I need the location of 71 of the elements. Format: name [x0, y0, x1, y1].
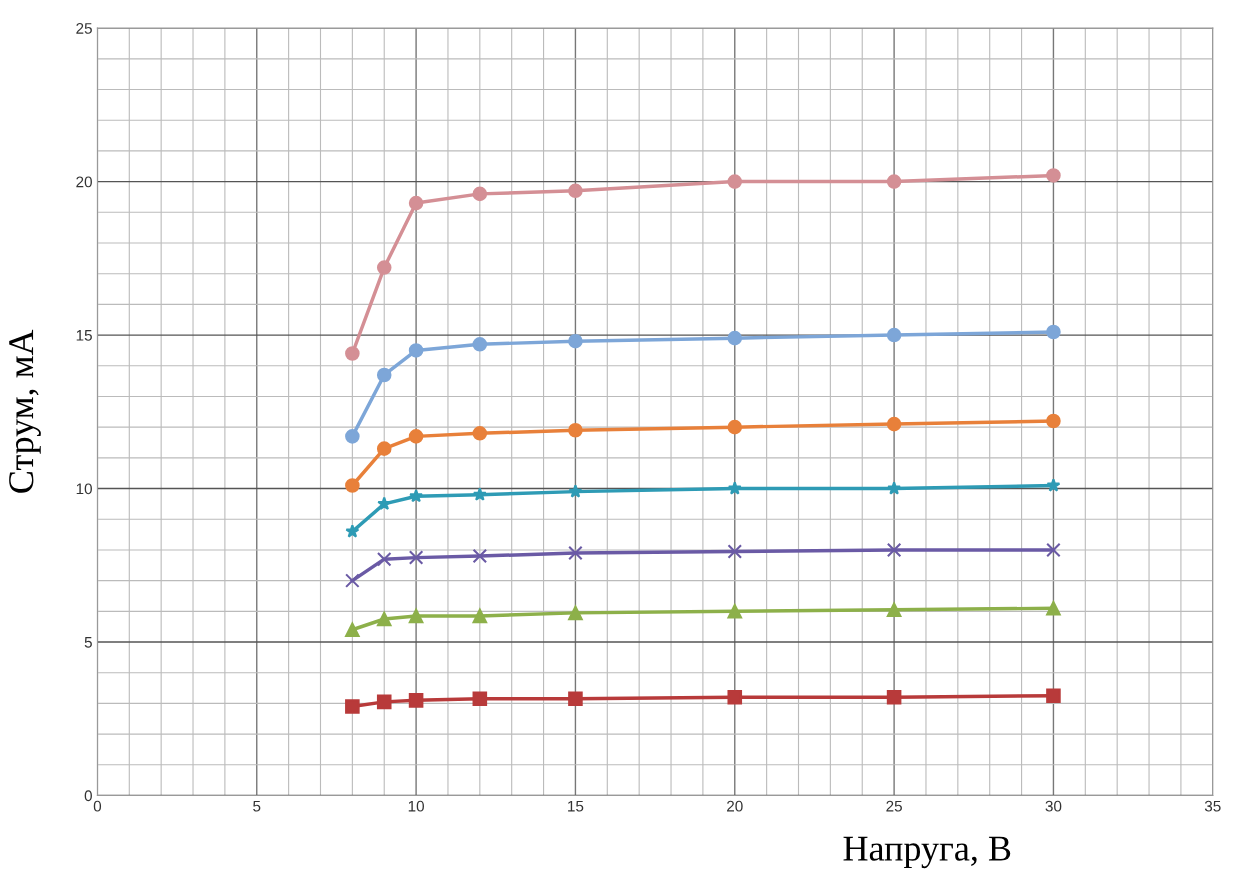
- point: [472, 426, 488, 441]
- point: [376, 611, 392, 627]
- point: [727, 604, 743, 619]
- point: [408, 608, 424, 624]
- x-tick-label: 0: [93, 800, 102, 812]
- point: [472, 336, 488, 352]
- point: [727, 174, 743, 189]
- point: [568, 545, 583, 561]
- point: [568, 333, 583, 349]
- y-tick-label: 5: [84, 637, 92, 648]
- x-tick-label: 30: [1045, 800, 1062, 812]
- point: [408, 550, 424, 565]
- point: [886, 602, 902, 618]
- point: [345, 429, 360, 444]
- point: [409, 488, 424, 503]
- point: [886, 542, 902, 558]
- point: [1046, 324, 1061, 340]
- point: [1046, 168, 1061, 183]
- x-axis-title: Напруга, В: [843, 836, 1011, 869]
- point: [568, 183, 583, 199]
- point: [345, 699, 360, 714]
- point: [376, 551, 392, 567]
- point: [886, 689, 902, 705]
- point: [408, 429, 424, 444]
- y-tick-label: 20: [76, 176, 92, 188]
- point: [1046, 478, 1061, 492]
- point: [568, 422, 583, 438]
- point: [727, 419, 743, 435]
- point: [345, 346, 360, 361]
- point: [1046, 688, 1061, 704]
- point: [1046, 413, 1061, 429]
- point: [376, 441, 392, 456]
- point: [568, 605, 583, 621]
- point: [727, 481, 742, 495]
- x-tick-label: 20: [727, 800, 743, 812]
- point: [345, 622, 360, 638]
- point: [887, 481, 902, 495]
- point: [472, 608, 488, 624]
- x-tick-label: 35: [1204, 800, 1221, 812]
- point: [408, 343, 424, 358]
- x-tick-label: 10: [408, 800, 424, 812]
- point: [408, 195, 424, 211]
- point: [886, 174, 902, 189]
- point: [727, 330, 743, 346]
- y-tick-label: 10: [76, 483, 92, 495]
- point: [727, 689, 743, 705]
- point: [345, 524, 360, 538]
- point: [727, 544, 743, 559]
- y-axis-title: Струм, мА: [9, 329, 41, 493]
- point: [472, 691, 488, 707]
- point: [376, 694, 392, 710]
- point: [472, 487, 487, 501]
- point: [376, 260, 392, 275]
- y-tick-label: 0: [84, 790, 92, 802]
- point: [886, 327, 902, 343]
- point: [568, 484, 583, 498]
- x-tick-label: 15: [568, 800, 584, 812]
- point: [568, 691, 583, 707]
- y-tick-label: 25: [76, 23, 92, 34]
- x-tick-label: 25: [886, 800, 902, 812]
- point: [1046, 542, 1061, 558]
- point: [376, 367, 392, 383]
- y-tick-label: 15: [76, 330, 92, 341]
- point: [472, 548, 488, 564]
- point: [886, 416, 902, 432]
- point: [472, 186, 488, 202]
- point: [1046, 600, 1061, 616]
- x-tick-label: 5: [253, 800, 261, 812]
- point: [345, 478, 360, 493]
- point: [345, 573, 360, 588]
- point: [408, 693, 424, 708]
